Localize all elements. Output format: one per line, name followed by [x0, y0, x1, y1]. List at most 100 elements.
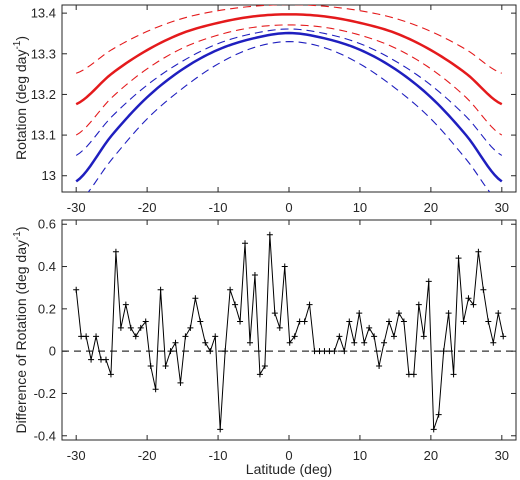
data-point-marker — [152, 386, 159, 393]
data-point-marker — [117, 324, 124, 331]
series-line — [75, 31, 503, 183]
y-tick-label: 0.6 — [38, 217, 56, 232]
x-tick-label: 10 — [353, 200, 367, 215]
data-point-marker — [381, 339, 388, 346]
data-point-marker — [376, 362, 383, 369]
data-point-marker — [276, 324, 283, 331]
data-point-marker — [371, 333, 378, 340]
data-point-marker — [281, 263, 288, 270]
data-point-marker — [291, 333, 298, 340]
data-point-marker — [73, 286, 80, 293]
rotation-x-ticks: -30 -20 -10 0 10 20 30 — [67, 5, 509, 215]
data-point-marker — [485, 318, 492, 325]
data-point-marker — [172, 339, 179, 346]
data-point-marker — [107, 371, 114, 378]
data-point-marker — [93, 333, 100, 340]
dashed-series-line — [75, 5, 503, 74]
x-tick-label: -30 — [67, 200, 86, 215]
y-tick-label: 13 — [42, 168, 56, 183]
data-point-marker — [460, 318, 467, 325]
data-point-marker — [147, 362, 154, 369]
x-tick-label: 0 — [285, 448, 292, 463]
data-point-marker — [475, 248, 482, 255]
data-point-marker — [246, 339, 253, 346]
data-point-marker — [127, 324, 134, 331]
x-tick-label: -20 — [138, 200, 157, 215]
difference-x-ticks: -30 -20 -10 0 10 20 30 — [67, 220, 509, 463]
dashed-series-line — [75, 24, 503, 136]
data-point-marker — [242, 240, 249, 247]
data-point-marker — [410, 371, 417, 378]
x-tick-label: 20 — [424, 200, 438, 215]
data-point-marker — [346, 318, 353, 325]
data-point-marker — [440, 348, 447, 355]
series-line — [75, 234, 504, 430]
data-point-marker — [386, 318, 393, 325]
data-point-marker — [286, 339, 293, 346]
x-tick-label: -20 — [138, 448, 157, 463]
x-tick-label: 30 — [495, 448, 509, 463]
data-point-marker — [306, 301, 313, 308]
difference-y-axis-label: Difference of Rotation (deg day-1) — [12, 226, 29, 433]
data-point-marker — [430, 426, 437, 433]
data-point-marker — [425, 278, 432, 285]
data-point-marker — [167, 348, 174, 355]
data-point-marker — [122, 301, 129, 308]
data-point-marker — [415, 301, 422, 308]
data-point-marker — [490, 339, 497, 346]
x-tick-label: 20 — [424, 448, 438, 463]
y-tick-label: 13.4 — [31, 6, 56, 21]
data-point-marker — [495, 310, 502, 317]
data-point-marker — [187, 324, 194, 331]
data-point-marker — [227, 286, 234, 293]
data-point-marker — [480, 286, 487, 293]
y-tick-label: -0.2 — [34, 386, 56, 401]
data-point-marker — [182, 333, 189, 340]
x-tick-label: 30 — [495, 200, 509, 215]
data-point-marker — [445, 310, 452, 317]
data-point-marker — [102, 356, 109, 363]
data-point-marker — [351, 339, 358, 346]
data-point-marker — [177, 379, 184, 386]
data-point-marker — [336, 333, 343, 340]
x-tick-label: -10 — [209, 448, 228, 463]
data-point-marker — [142, 318, 149, 325]
y-tick-label: 0.2 — [38, 301, 56, 316]
data-point-marker — [88, 356, 95, 363]
rotation-y-axis-label: Rotation (deg day-1) — [12, 36, 29, 160]
difference-series — [73, 231, 507, 433]
y-tick-label: 13.1 — [31, 128, 56, 143]
data-point-marker — [251, 272, 258, 278]
data-point-marker — [137, 324, 144, 331]
data-point-marker — [420, 333, 427, 340]
data-point-marker — [112, 248, 119, 255]
data-point-marker — [192, 295, 199, 302]
rotation-difference-plot: -30 -20 -10 0 10 20 30 -0.4 -0.2 0 0.2 0.4 0.6 Diff… — [12, 217, 517, 477]
data-point-marker — [271, 310, 278, 317]
y-tick-label: 0.4 — [38, 259, 56, 274]
data-point-marker — [395, 310, 402, 317]
data-point-marker — [331, 348, 338, 355]
data-point-marker — [341, 348, 348, 355]
data-point-marker — [222, 348, 229, 355]
data-point-marker — [500, 333, 507, 340]
y-tick-label: -0.4 — [34, 428, 56, 443]
rotation-y-ticks: 13 13.1 13.2 13.3 13.4 — [31, 6, 516, 183]
data-point-marker — [366, 324, 373, 331]
data-point-marker — [400, 318, 407, 325]
data-point-marker — [207, 348, 214, 355]
data-point-marker — [217, 426, 224, 433]
data-point-marker — [465, 295, 472, 302]
data-point-marker — [470, 301, 477, 308]
data-point-marker — [261, 362, 268, 369]
difference-y-ticks: -0.4 -0.2 0 0.2 0.4 0.6 — [34, 217, 516, 443]
data-point-marker — [83, 333, 90, 340]
data-point-marker — [162, 362, 169, 369]
data-point-marker — [157, 286, 164, 293]
x-tick-label: -10 — [209, 200, 228, 215]
rotation-curves — [75, 5, 503, 192]
rotation-profile-plot: -30 -20 -10 0 10 20 30 13 13.1 13.2 13.3 13.4 Rota… — [12, 4, 517, 215]
data-point-marker — [356, 310, 363, 317]
y-tick-label: 13.3 — [31, 46, 56, 61]
